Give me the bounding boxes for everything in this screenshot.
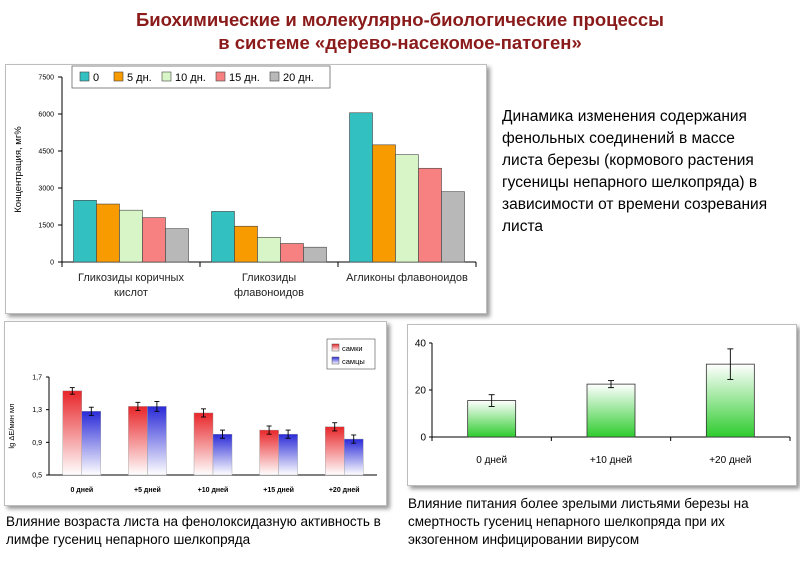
bar-females-cat3 xyxy=(259,429,279,476)
bar-females-cat2 xyxy=(193,412,214,476)
bar-mortality-cat1 xyxy=(586,383,636,438)
bar-10дн-cat0 xyxy=(119,209,143,263)
y-tick-label: 6000 xyxy=(38,112,54,119)
title-line-2: в системе «дерево-насекомое-патоген» xyxy=(218,32,582,53)
bar-males-cat1 xyxy=(147,406,167,476)
y-axis-label: Концентрация, мг% xyxy=(13,126,24,213)
x-category-label: +10 дней xyxy=(590,455,632,466)
legend-label: 10 дн. xyxy=(175,72,206,84)
bar-males-cat4 xyxy=(344,438,364,476)
bar-males-cat3 xyxy=(278,433,298,476)
legend-swatch-3 xyxy=(215,71,226,82)
legend-label: 15 дн. xyxy=(229,72,260,84)
x-category-label: +20 дней xyxy=(329,486,360,494)
bar-females-cat1 xyxy=(128,406,148,476)
x-category-label: 0 дней xyxy=(476,455,507,466)
title-line-1: Биохимические и молекулярно-биологически… xyxy=(136,9,664,30)
x-category-label: 0 дней xyxy=(70,486,93,494)
x-category-label: флавоноидов xyxy=(234,287,304,299)
y-tick-label: 4500 xyxy=(38,149,54,156)
y-tick-label: 0,5 xyxy=(32,473,42,480)
x-category-label: +20 дней xyxy=(709,455,751,466)
bar-males-cat0 xyxy=(81,411,102,476)
bar-20дн-cat1 xyxy=(303,246,327,263)
bar-females-cat0 xyxy=(62,390,82,476)
bar-10дн-cat2 xyxy=(395,154,419,263)
bar-0-cat2 xyxy=(349,112,373,263)
x-category-label: +15 дней xyxy=(263,486,294,494)
y-tick-label: 0 xyxy=(420,433,426,444)
legend-label: 0 xyxy=(93,72,99,84)
legend-swatch-1 xyxy=(331,356,340,365)
y-tick-label: 1,3 xyxy=(32,407,42,414)
legend-swatch-2 xyxy=(161,71,172,82)
bar-5дн-cat1 xyxy=(234,225,258,263)
bar-15дн-cat0 xyxy=(142,217,166,263)
bar-20дн-cat0 xyxy=(165,228,189,263)
legend-swatch-0 xyxy=(79,71,90,82)
legend-box xyxy=(71,65,331,89)
legend-label: 5 дн. xyxy=(127,72,152,84)
chart2-caption: Влияние возраста листа на фенолоксидазну… xyxy=(6,514,381,547)
y-tick-label: 0 xyxy=(50,260,54,267)
chart1-panel: Концентрация, мг% 0 1500 3000 4500 6000 7500 Гл… xyxy=(5,64,487,314)
legend-label: самки xyxy=(342,344,363,353)
x-category-label: кислот xyxy=(114,287,148,299)
y-tick-label: 1,7 xyxy=(32,375,42,382)
legend-swatch-4 xyxy=(269,71,280,82)
chart2-panel: lg ΔE/мин мл 0,5 0,9 1,3 1,7 0 дней +5 дней +10… xyxy=(4,321,387,506)
legend-label: самцы xyxy=(342,357,365,366)
x-category-label: +5 дней xyxy=(134,486,161,494)
bar-5дн-cat2 xyxy=(372,144,396,263)
bar-20дн-cat2 xyxy=(441,191,465,263)
y-tick-label: 3000 xyxy=(38,186,54,193)
legend-label: 20 дн. xyxy=(283,72,314,84)
bar-15дн-cat1 xyxy=(280,243,304,263)
x-category-label: Агликоны флавоноидов xyxy=(346,272,468,284)
chart3-panel: 0 20 40 0 дней +10 дней +20 дней xyxy=(407,324,797,486)
bar-0-cat0 xyxy=(73,200,97,263)
chart1-description: Динамика изменения содержания фенольных … xyxy=(502,108,768,235)
phenolic-compounds-chart: Концентрация, мг% 0 1500 3000 4500 6000 7500 Гл… xyxy=(13,65,477,299)
bar-females-cat4 xyxy=(325,426,345,476)
legend-swatch-0 xyxy=(331,343,340,352)
legend-swatch-1 xyxy=(113,71,124,82)
y-tick-label: 7500 xyxy=(38,75,54,82)
y-tick-label: 20 xyxy=(415,386,427,397)
bar-5дн-cat0 xyxy=(96,203,120,263)
x-category-label: +10 дней xyxy=(198,486,229,494)
y-axis-label: lg ΔE/мин мл xyxy=(7,403,16,448)
y-tick-label: 0,9 xyxy=(32,440,42,447)
bar-0-cat1 xyxy=(211,211,235,263)
x-category-label: Гликозиды xyxy=(242,272,296,284)
bar-males-cat2 xyxy=(212,433,233,476)
page-title: Биохимические и молекулярно-биологически… xyxy=(60,8,740,54)
y-tick-label: 1500 xyxy=(38,223,54,230)
bar-15дн-cat2 xyxy=(418,167,442,263)
chart3-caption: Влияние питания более зрелыми листьями б… xyxy=(408,496,749,547)
phenoloxidase-chart: lg ΔE/мин мл 0,5 0,9 1,3 1,7 0 дней +5 дней +10… xyxy=(7,338,377,494)
y-tick-label: 40 xyxy=(415,339,427,350)
x-category-label: Гликозиды коричных xyxy=(78,272,184,284)
mortality-chart: 0 20 40 0 дней +10 дней +20 дней xyxy=(415,339,791,466)
bar-10дн-cat1 xyxy=(257,237,281,263)
